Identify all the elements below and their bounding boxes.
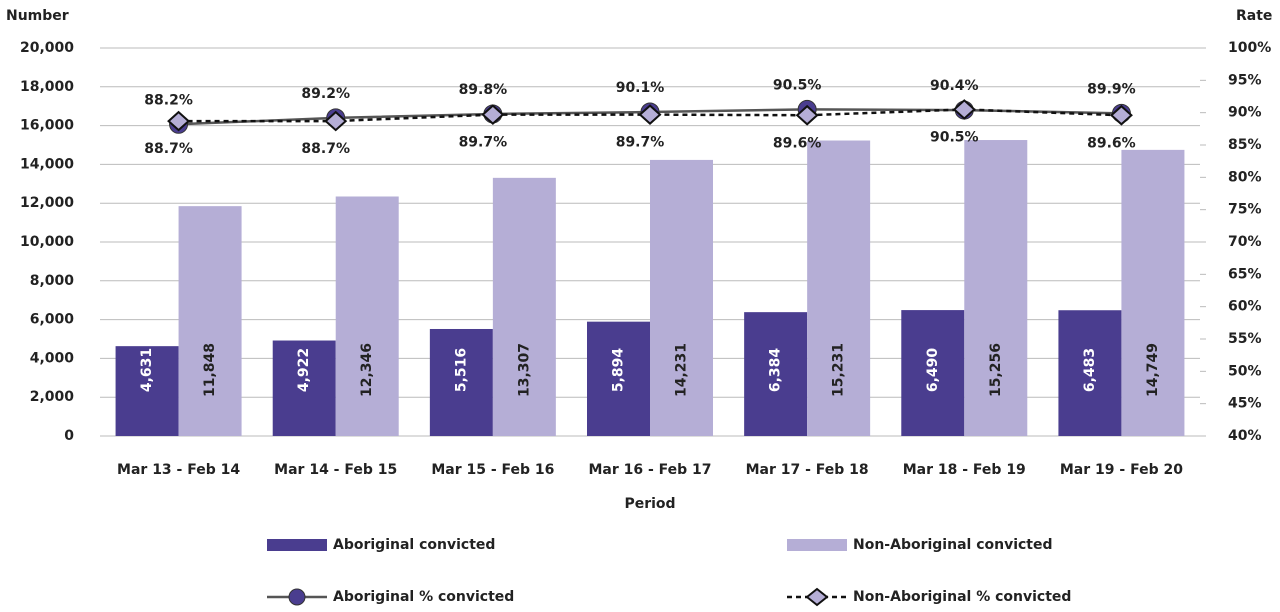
bar bbox=[178, 206, 242, 436]
y2-axis-title: Rate bbox=[1236, 8, 1272, 24]
x-tick-label: Mar 18 - Feb 19 bbox=[903, 462, 1026, 478]
y2-tick-label: 80% bbox=[1228, 169, 1262, 185]
y2-tick-label: 90% bbox=[1228, 105, 1262, 121]
line-marker bbox=[638, 104, 662, 125]
bar bbox=[964, 140, 1028, 436]
line-value-label: 89.7% bbox=[616, 135, 665, 151]
bar-value-label: 4,922 bbox=[296, 348, 312, 392]
y2-tick-label: 100% bbox=[1228, 40, 1271, 56]
y2-tick-label: 65% bbox=[1228, 266, 1262, 282]
legend-marker bbox=[805, 587, 829, 607]
bar-value-label: 12,346 bbox=[359, 343, 375, 397]
bar bbox=[744, 312, 808, 436]
bar-value-label: 14,231 bbox=[674, 343, 690, 397]
bar-value-label: 5,894 bbox=[611, 348, 627, 393]
y-tick-label: 20,000 bbox=[20, 40, 74, 56]
y-axis-title: Number bbox=[6, 8, 69, 24]
bar bbox=[429, 328, 493, 436]
bar-value-label: 11,848 bbox=[202, 343, 218, 397]
bar-value-label: 13,307 bbox=[516, 343, 532, 397]
y-tick-label: 6,000 bbox=[30, 312, 75, 328]
y2-tick-label: 40% bbox=[1228, 428, 1262, 444]
line-value-label: 89.8% bbox=[459, 82, 508, 98]
y2-tick-label: 70% bbox=[1228, 234, 1262, 250]
line-value-label: 89.6% bbox=[1087, 135, 1136, 151]
bar bbox=[1121, 149, 1185, 437]
bar bbox=[115, 346, 179, 436]
line-marker bbox=[795, 104, 819, 126]
line-marker bbox=[167, 110, 191, 132]
bar bbox=[650, 159, 713, 437]
line-value-label: 89.9% bbox=[1087, 81, 1136, 97]
legend-label: Non-Aboriginal convicted bbox=[853, 537, 1053, 553]
x-tick-label: Mar 17 - Feb 18 bbox=[746, 462, 869, 478]
line-marker bbox=[324, 110, 348, 132]
line-value-label: 90.5% bbox=[773, 77, 822, 93]
y2-tick-label: 60% bbox=[1228, 299, 1262, 315]
line-value-label: 88.2% bbox=[144, 92, 193, 108]
bar-value-label: 6,483 bbox=[1082, 348, 1098, 392]
bar bbox=[1058, 310, 1122, 436]
line-value-label: 90.1% bbox=[616, 80, 665, 96]
bar-value-label: 6,384 bbox=[768, 348, 784, 393]
line-marker bbox=[1109, 104, 1133, 126]
y2-tick-label: 45% bbox=[1228, 396, 1262, 412]
line-value-label: 90.4% bbox=[930, 78, 979, 94]
x-tick-label: Mar 14 - Feb 15 bbox=[274, 462, 397, 478]
y-tick-label: 16,000 bbox=[20, 118, 74, 134]
x-tick-label: Mar 16 - Feb 17 bbox=[588, 462, 711, 478]
y-tick-label: 10,000 bbox=[20, 234, 74, 250]
line-value-label: 89.7% bbox=[459, 135, 508, 151]
x-tick-label: Mar 13 - Feb 14 bbox=[117, 462, 240, 478]
bar bbox=[901, 310, 965, 436]
y2-tick-label: 55% bbox=[1228, 331, 1262, 347]
y-tick-label: 2,000 bbox=[30, 389, 75, 405]
line-value-label: 88.7% bbox=[301, 141, 350, 157]
y-tick-label: 4,000 bbox=[30, 350, 75, 366]
bar-value-label: 6,490 bbox=[925, 348, 941, 393]
y-tick-label: 14,000 bbox=[20, 156, 74, 172]
line-marker bbox=[952, 99, 976, 120]
line-marker bbox=[481, 104, 505, 125]
bar-value-label: 15,231 bbox=[831, 343, 847, 397]
line-value-label: 89.2% bbox=[301, 86, 350, 102]
y2-tick-label: 50% bbox=[1228, 363, 1262, 379]
bar bbox=[807, 140, 871, 436]
bar-value-label: 5,516 bbox=[453, 348, 469, 392]
legend-label: Aboriginal % convicted bbox=[333, 589, 514, 605]
y-tick-label: 18,000 bbox=[20, 79, 74, 95]
x-tick-label: Mar 15 - Feb 16 bbox=[431, 462, 554, 478]
y2-tick-label: 75% bbox=[1228, 202, 1262, 218]
legend-label: Aboriginal convicted bbox=[333, 537, 495, 553]
bar bbox=[492, 177, 556, 437]
legend-label: Non-Aboriginal % convicted bbox=[853, 589, 1071, 605]
y-tick-label: 8,000 bbox=[30, 273, 75, 289]
bar-value-label: 14,749 bbox=[1145, 343, 1161, 397]
y-tick-label: 12,000 bbox=[20, 195, 74, 211]
legend-swatch bbox=[787, 539, 847, 551]
line-value-label: 88.7% bbox=[144, 141, 193, 157]
bar-value-label: 15,256 bbox=[988, 343, 1004, 397]
line-value-label: 90.5% bbox=[930, 129, 979, 145]
x-tick-label: Mar 19 - Feb 20 bbox=[1060, 462, 1183, 478]
line-value-label: 89.6% bbox=[773, 135, 822, 151]
legend-marker bbox=[288, 588, 306, 606]
x-axis-title: Period bbox=[624, 496, 675, 512]
bar bbox=[335, 196, 399, 436]
y2-tick-label: 95% bbox=[1228, 72, 1262, 88]
bar-value-label: 4,631 bbox=[139, 348, 155, 392]
legend-swatch bbox=[267, 539, 327, 551]
y-tick-label: 0 bbox=[64, 428, 74, 444]
bar bbox=[272, 340, 336, 436]
y2-tick-label: 85% bbox=[1228, 137, 1262, 153]
bar bbox=[587, 321, 650, 436]
